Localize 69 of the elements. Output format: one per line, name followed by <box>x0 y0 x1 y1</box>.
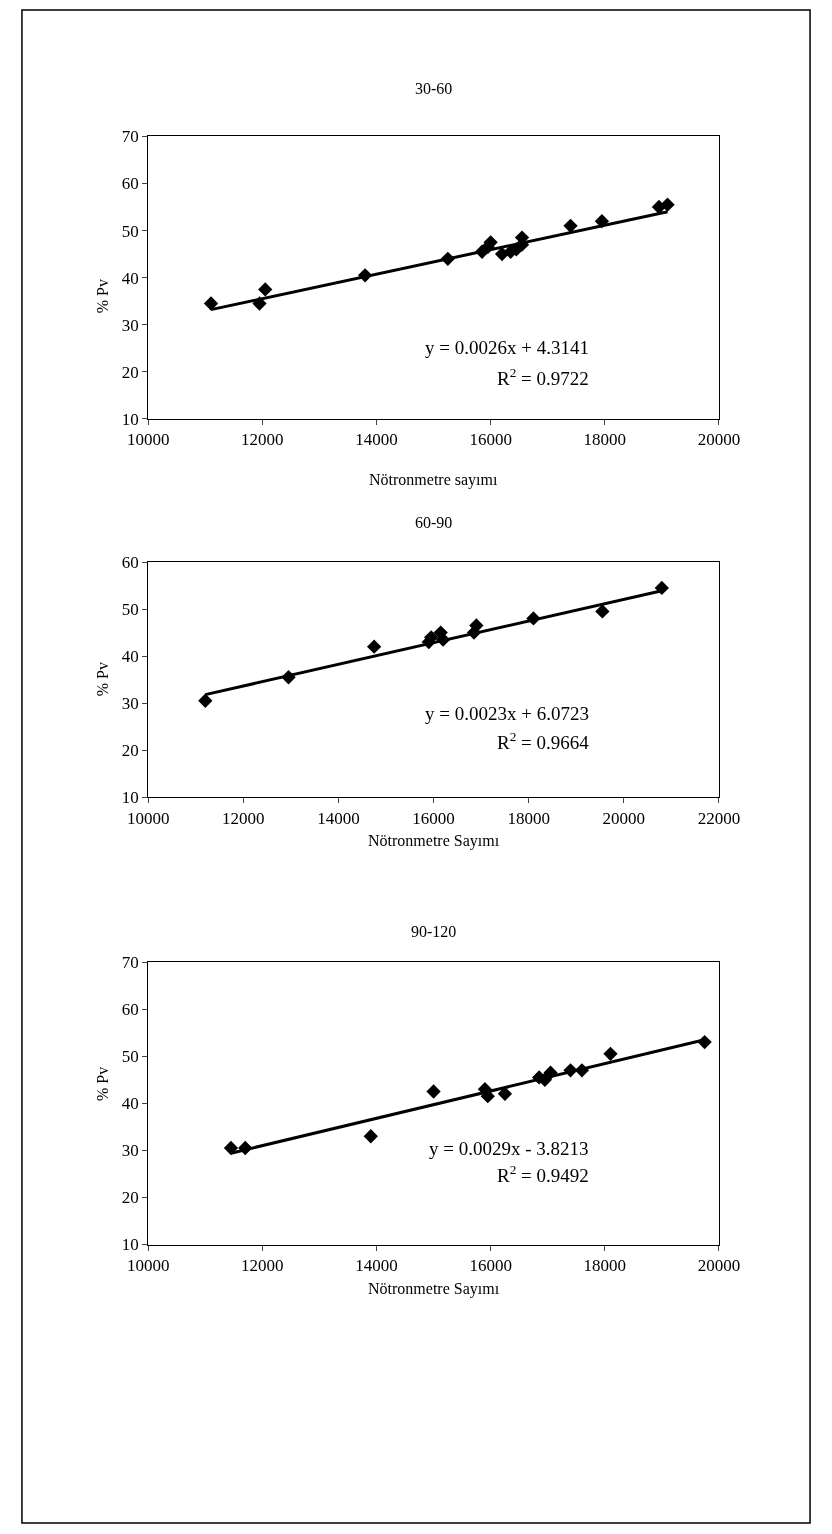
y-tick-label: 50 <box>121 1047 139 1067</box>
x-tick-label: 22000 <box>697 808 741 828</box>
annotation: y = 0.0023x + 6.0723 <box>425 703 589 724</box>
point <box>258 282 273 297</box>
y-tick-label: 50 <box>121 221 139 241</box>
chart-title: 90-120 <box>411 923 457 940</box>
y-tick-label: 60 <box>121 553 139 573</box>
annotation: R$^{2}$ = 0.9492 <box>497 1162 589 1186</box>
y-tick-label: 50 <box>121 600 139 620</box>
x-tick-label: 16000 <box>469 1255 512 1275</box>
x-tick-label: 12000 <box>241 430 284 450</box>
y-tick-label: 40 <box>121 1094 139 1114</box>
x-tick-label: 18000 <box>507 808 550 828</box>
point <box>497 1086 513 1102</box>
x-tick-label: 18000 <box>583 1255 627 1275</box>
y-tick-label: 30 <box>121 694 139 714</box>
y-tick-label: 40 <box>121 268 139 288</box>
x-tick-label: 18000 <box>583 430 627 450</box>
x-tick-label: 14000 <box>355 430 398 450</box>
x-tick-label: 10000 <box>126 1255 170 1275</box>
annotation: y = 0.0026x + 4.3141 <box>425 337 589 358</box>
point <box>363 1129 378 1144</box>
y-axis-title: % Pv <box>94 1066 112 1101</box>
y-tick-label: 40 <box>121 647 139 667</box>
y-tick-label: 30 <box>121 1141 139 1161</box>
y-tick-label: 10 <box>121 1235 139 1255</box>
x-tick-label: 14000 <box>355 1255 398 1275</box>
x-axis-title: Nötronmetre Sayımı <box>368 832 500 850</box>
x-tick-label: 16000 <box>469 430 512 450</box>
y-tick-label: 20 <box>121 1188 139 1208</box>
x-tick-label: 16000 <box>412 808 455 828</box>
annotation: R$^{2}$ = 0.9664 <box>497 729 590 753</box>
y-tick-label: 30 <box>121 315 139 335</box>
point <box>198 693 213 708</box>
point <box>252 296 267 311</box>
point <box>223 1140 239 1156</box>
x-tick-label: 14000 <box>317 808 360 828</box>
x-axis-title: Nötronmetre sayımı <box>369 471 498 489</box>
point <box>203 296 219 311</box>
y-tick-label: 20 <box>121 741 139 761</box>
x-tick-label: 20000 <box>697 1255 741 1275</box>
x-axis-title: Nötronmetre Sayımı <box>368 1280 500 1298</box>
point <box>563 218 578 233</box>
y-tick-label: 60 <box>121 174 139 194</box>
point <box>426 1084 441 1099</box>
x-tick-label: 20000 <box>602 808 646 828</box>
y-tick-label: 70 <box>121 953 139 972</box>
point <box>603 1046 618 1061</box>
y-tick-label: 70 <box>121 127 139 147</box>
y-tick-label: 20 <box>121 362 139 382</box>
x-tick-label: 10000 <box>126 808 170 828</box>
point <box>595 604 610 619</box>
y-tick-label: 10 <box>121 409 139 429</box>
point <box>660 197 675 212</box>
point <box>366 639 382 654</box>
point <box>469 618 484 633</box>
y-axis-title: % Pv <box>94 662 112 697</box>
x-tick-label: 10000 <box>126 430 170 450</box>
x-tick-label: 12000 <box>222 808 265 828</box>
y-tick-label: 60 <box>121 1000 139 1020</box>
x-tick-label: 20000 <box>697 430 741 450</box>
y-axis-title: % Pv <box>94 279 112 314</box>
annotation: R$^{2}$ = 0.9722 <box>497 365 589 389</box>
point <box>654 580 669 596</box>
chart-title: 30-60 <box>415 80 453 97</box>
chart-title: 60-90 <box>415 514 453 531</box>
y-tick-label: 10 <box>121 788 139 808</box>
annotation: y = 0.0029x - 3.8213 <box>429 1138 589 1159</box>
x-tick-label: 12000 <box>241 1255 284 1275</box>
